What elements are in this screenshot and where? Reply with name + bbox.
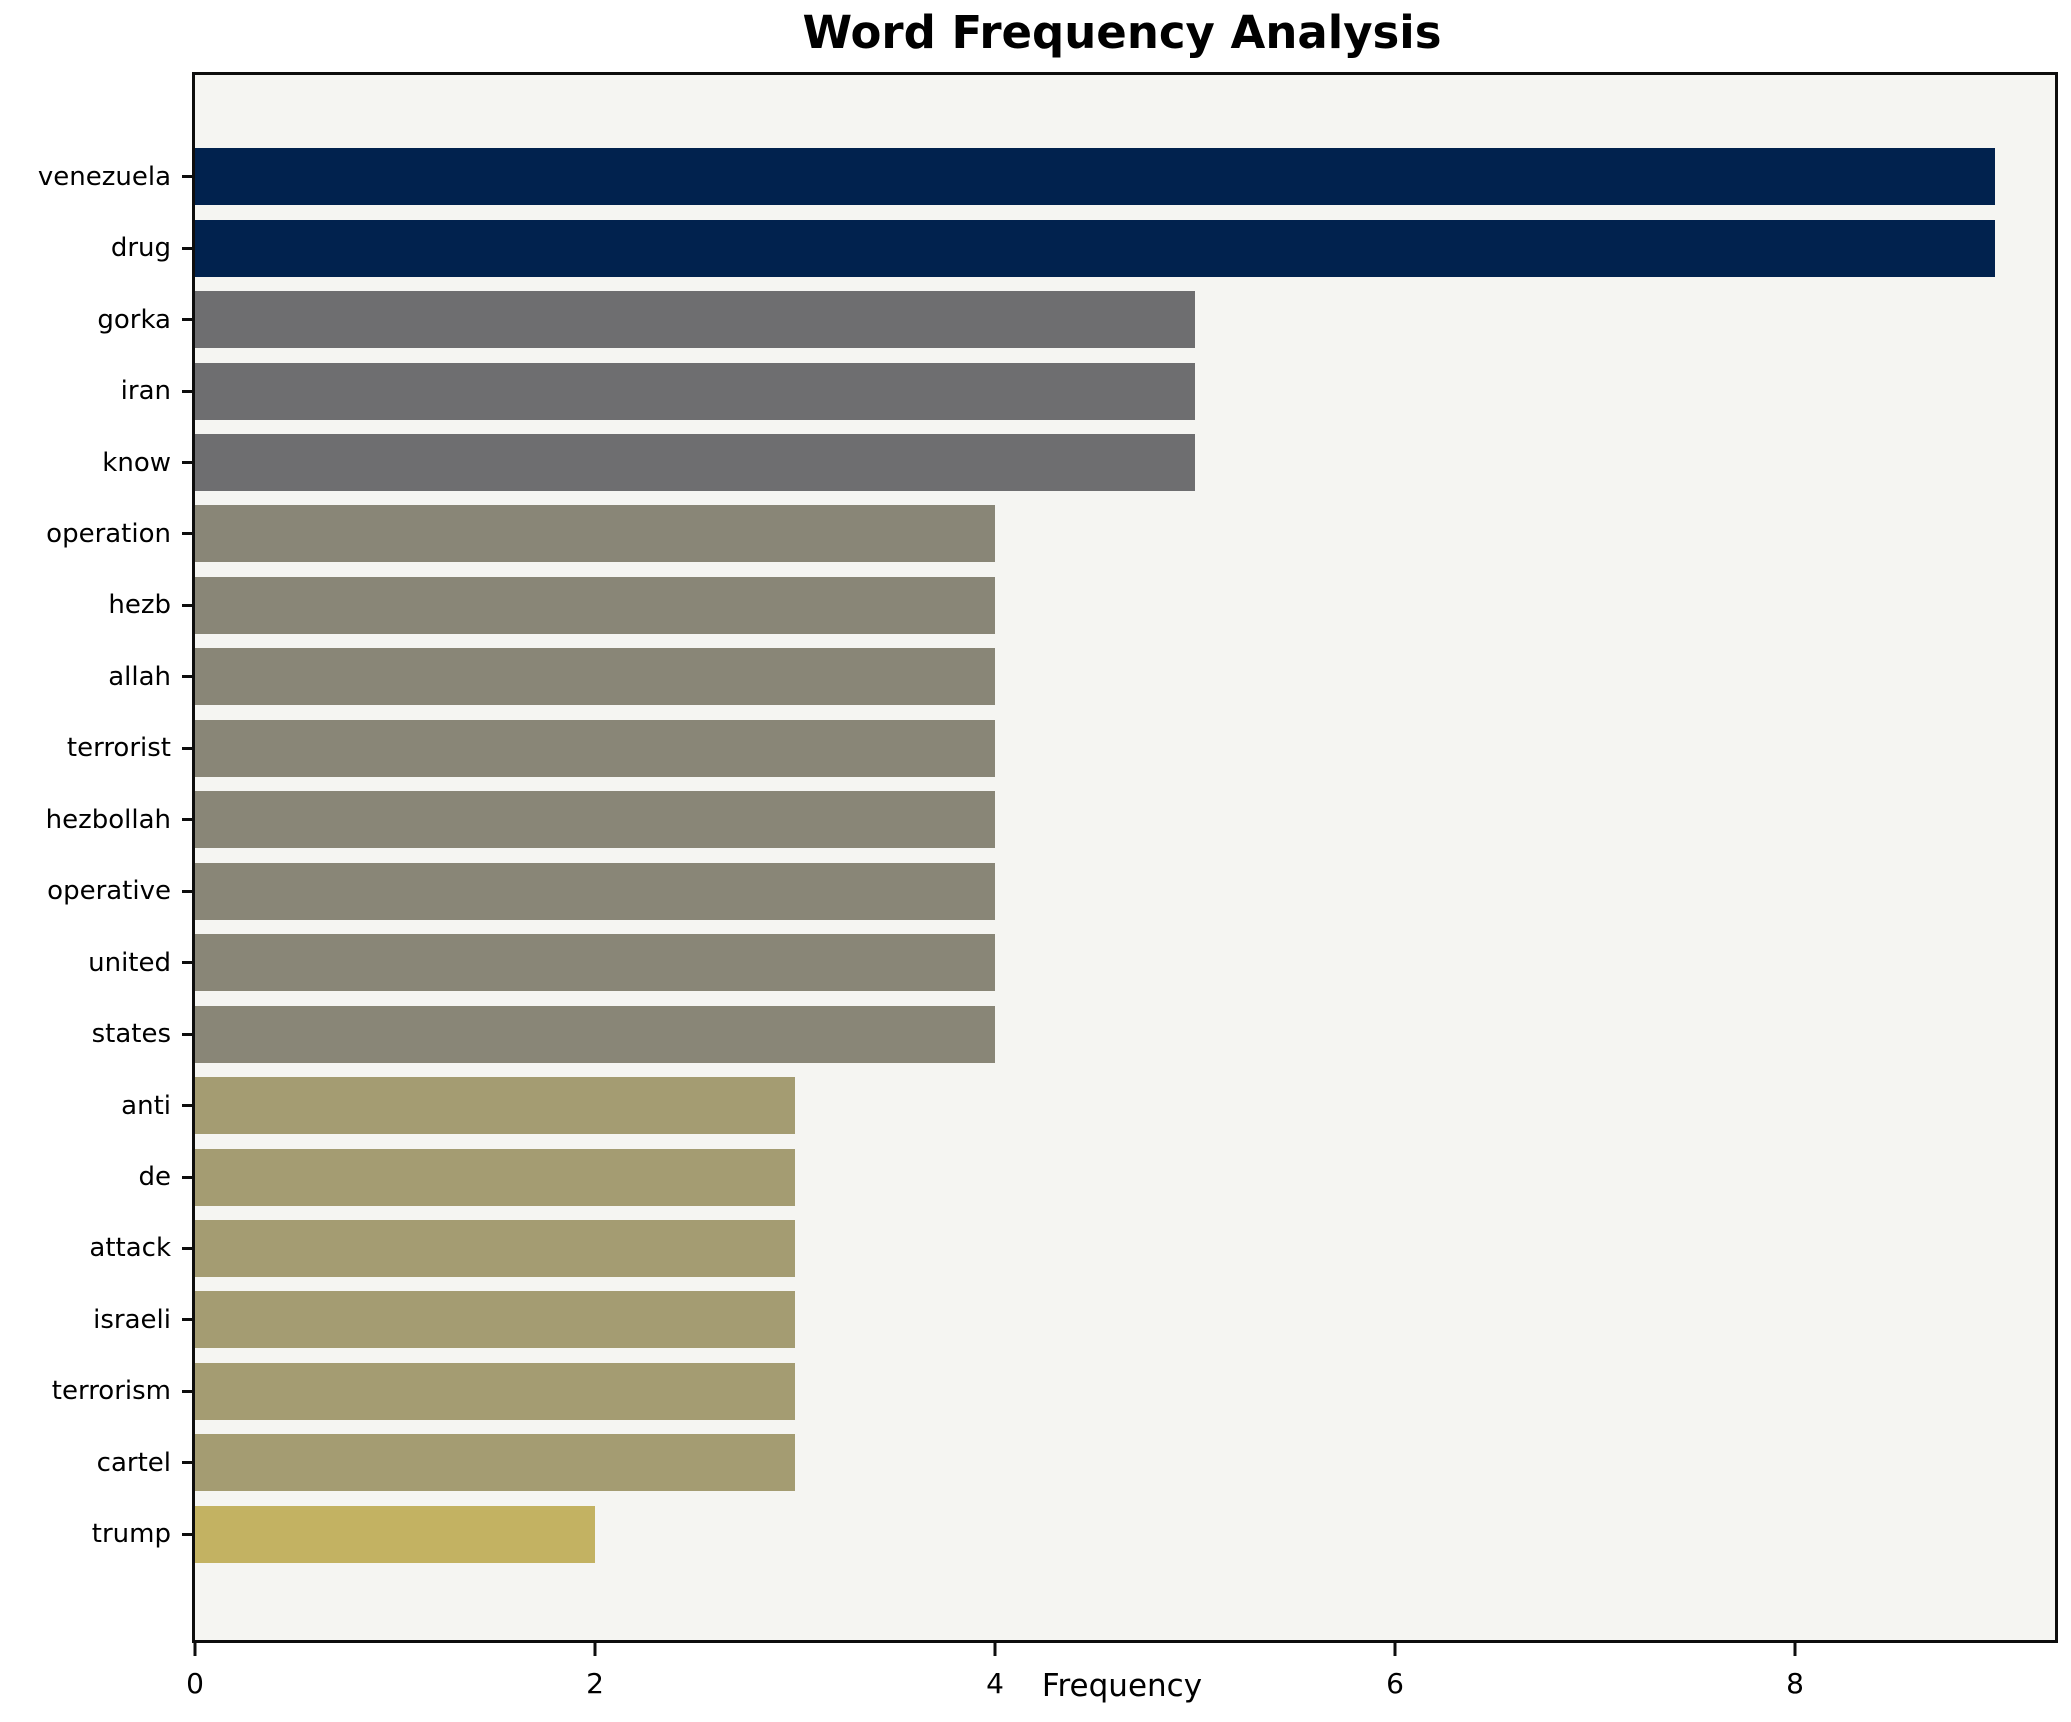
bar-terrorism — [195, 1362, 795, 1420]
x-tick-label-8: 8 — [1786, 1667, 1804, 1700]
y-tick-label-attack: attack — [89, 1233, 171, 1264]
bar-israeli — [195, 1291, 795, 1349]
bar-hezb — [195, 576, 995, 634]
y-tick-mark — [182, 961, 195, 965]
bar-states — [195, 1005, 995, 1063]
y-tick-label-terrorist: terrorist — [66, 733, 171, 764]
y-tick-label-trump: trump — [91, 1519, 171, 1550]
bar-trump — [195, 1505, 595, 1563]
y-tick-label-terrorism: terrorism — [51, 1376, 171, 1407]
y-tick-label-states: states — [91, 1019, 171, 1050]
x-tick-label-2: 2 — [586, 1667, 604, 1700]
x-tick-mark — [1393, 1643, 1397, 1656]
bar-operative — [195, 862, 995, 920]
y-tick-mark — [182, 1032, 195, 1036]
y-tick-label-anti: anti — [121, 1090, 171, 1121]
y-tick-mark — [182, 1461, 195, 1465]
y-tick-label-operative: operative — [47, 876, 171, 907]
y-tick-mark — [182, 889, 195, 893]
y-tick-mark — [182, 389, 195, 393]
y-tick-label-cartel: cartel — [96, 1447, 171, 1478]
bar-operation — [195, 505, 995, 563]
bar-gorka — [195, 291, 1195, 349]
bar-attack — [195, 1219, 795, 1277]
y-tick-mark — [182, 461, 195, 465]
y-tick-label-allah: allah — [108, 661, 171, 692]
y-tick-mark — [182, 1104, 195, 1108]
x-tick-label-6: 6 — [1386, 1667, 1404, 1700]
bar-allah — [195, 648, 995, 706]
bar-anti — [195, 1077, 795, 1135]
chart-title: Word Frequency Analysis — [802, 6, 1442, 59]
y-tick-label-drug: drug — [110, 233, 171, 264]
y-tick-label-know: know — [102, 447, 171, 478]
bar-terrorist — [195, 719, 995, 777]
y-tick-mark — [182, 746, 195, 750]
bar-venezuela — [195, 148, 1995, 206]
x-tick-mark — [193, 1643, 197, 1656]
y-tick-label-iran: iran — [120, 376, 171, 407]
y-tick-label-de: de — [138, 1162, 172, 1193]
x-tick-mark — [593, 1643, 597, 1656]
x-tick-label-4: 4 — [986, 1667, 1004, 1700]
x-tick-mark — [993, 1643, 997, 1656]
y-tick-label-operation: operation — [46, 518, 171, 549]
y-tick-mark — [182, 246, 195, 250]
bar-de — [195, 1148, 795, 1206]
y-tick-label-israeli: israeli — [93, 1304, 171, 1335]
bar-hezbollah — [195, 791, 995, 849]
bar-drug — [195, 219, 1995, 277]
y-tick-label-hezb: hezb — [108, 590, 171, 621]
bar-cartel — [195, 1434, 795, 1492]
x-axis-label: Frequency — [1041, 1668, 1203, 1704]
bar-iran — [195, 362, 1195, 420]
y-tick-mark — [182, 532, 195, 536]
y-tick-mark — [182, 175, 195, 179]
y-tick-mark — [182, 1175, 195, 1179]
plot-area: venezuela drug gorka iran know operation hezb a… — [38, 72, 2058, 1700]
y-tick-mark — [182, 603, 195, 607]
y-tick-label-hezbollah: hezbollah — [45, 804, 171, 835]
y-tick-mark — [182, 1246, 195, 1250]
y-tick-label-gorka: gorka — [97, 304, 171, 335]
y-tick-mark — [182, 675, 195, 679]
x-tick-label-0: 0 — [186, 1667, 204, 1700]
y-tick-mark — [182, 1318, 195, 1322]
y-tick-mark — [182, 818, 195, 822]
y-tick-label-venezuela: venezuela — [37, 161, 171, 192]
y-tick-mark — [182, 1532, 195, 1536]
x-tick-mark — [1793, 1643, 1797, 1656]
bar-united — [195, 934, 995, 992]
y-tick-mark — [182, 1389, 195, 1393]
y-tick-mark — [182, 318, 195, 322]
bar-know — [195, 434, 1195, 492]
y-tick-label-united: united — [88, 947, 171, 978]
